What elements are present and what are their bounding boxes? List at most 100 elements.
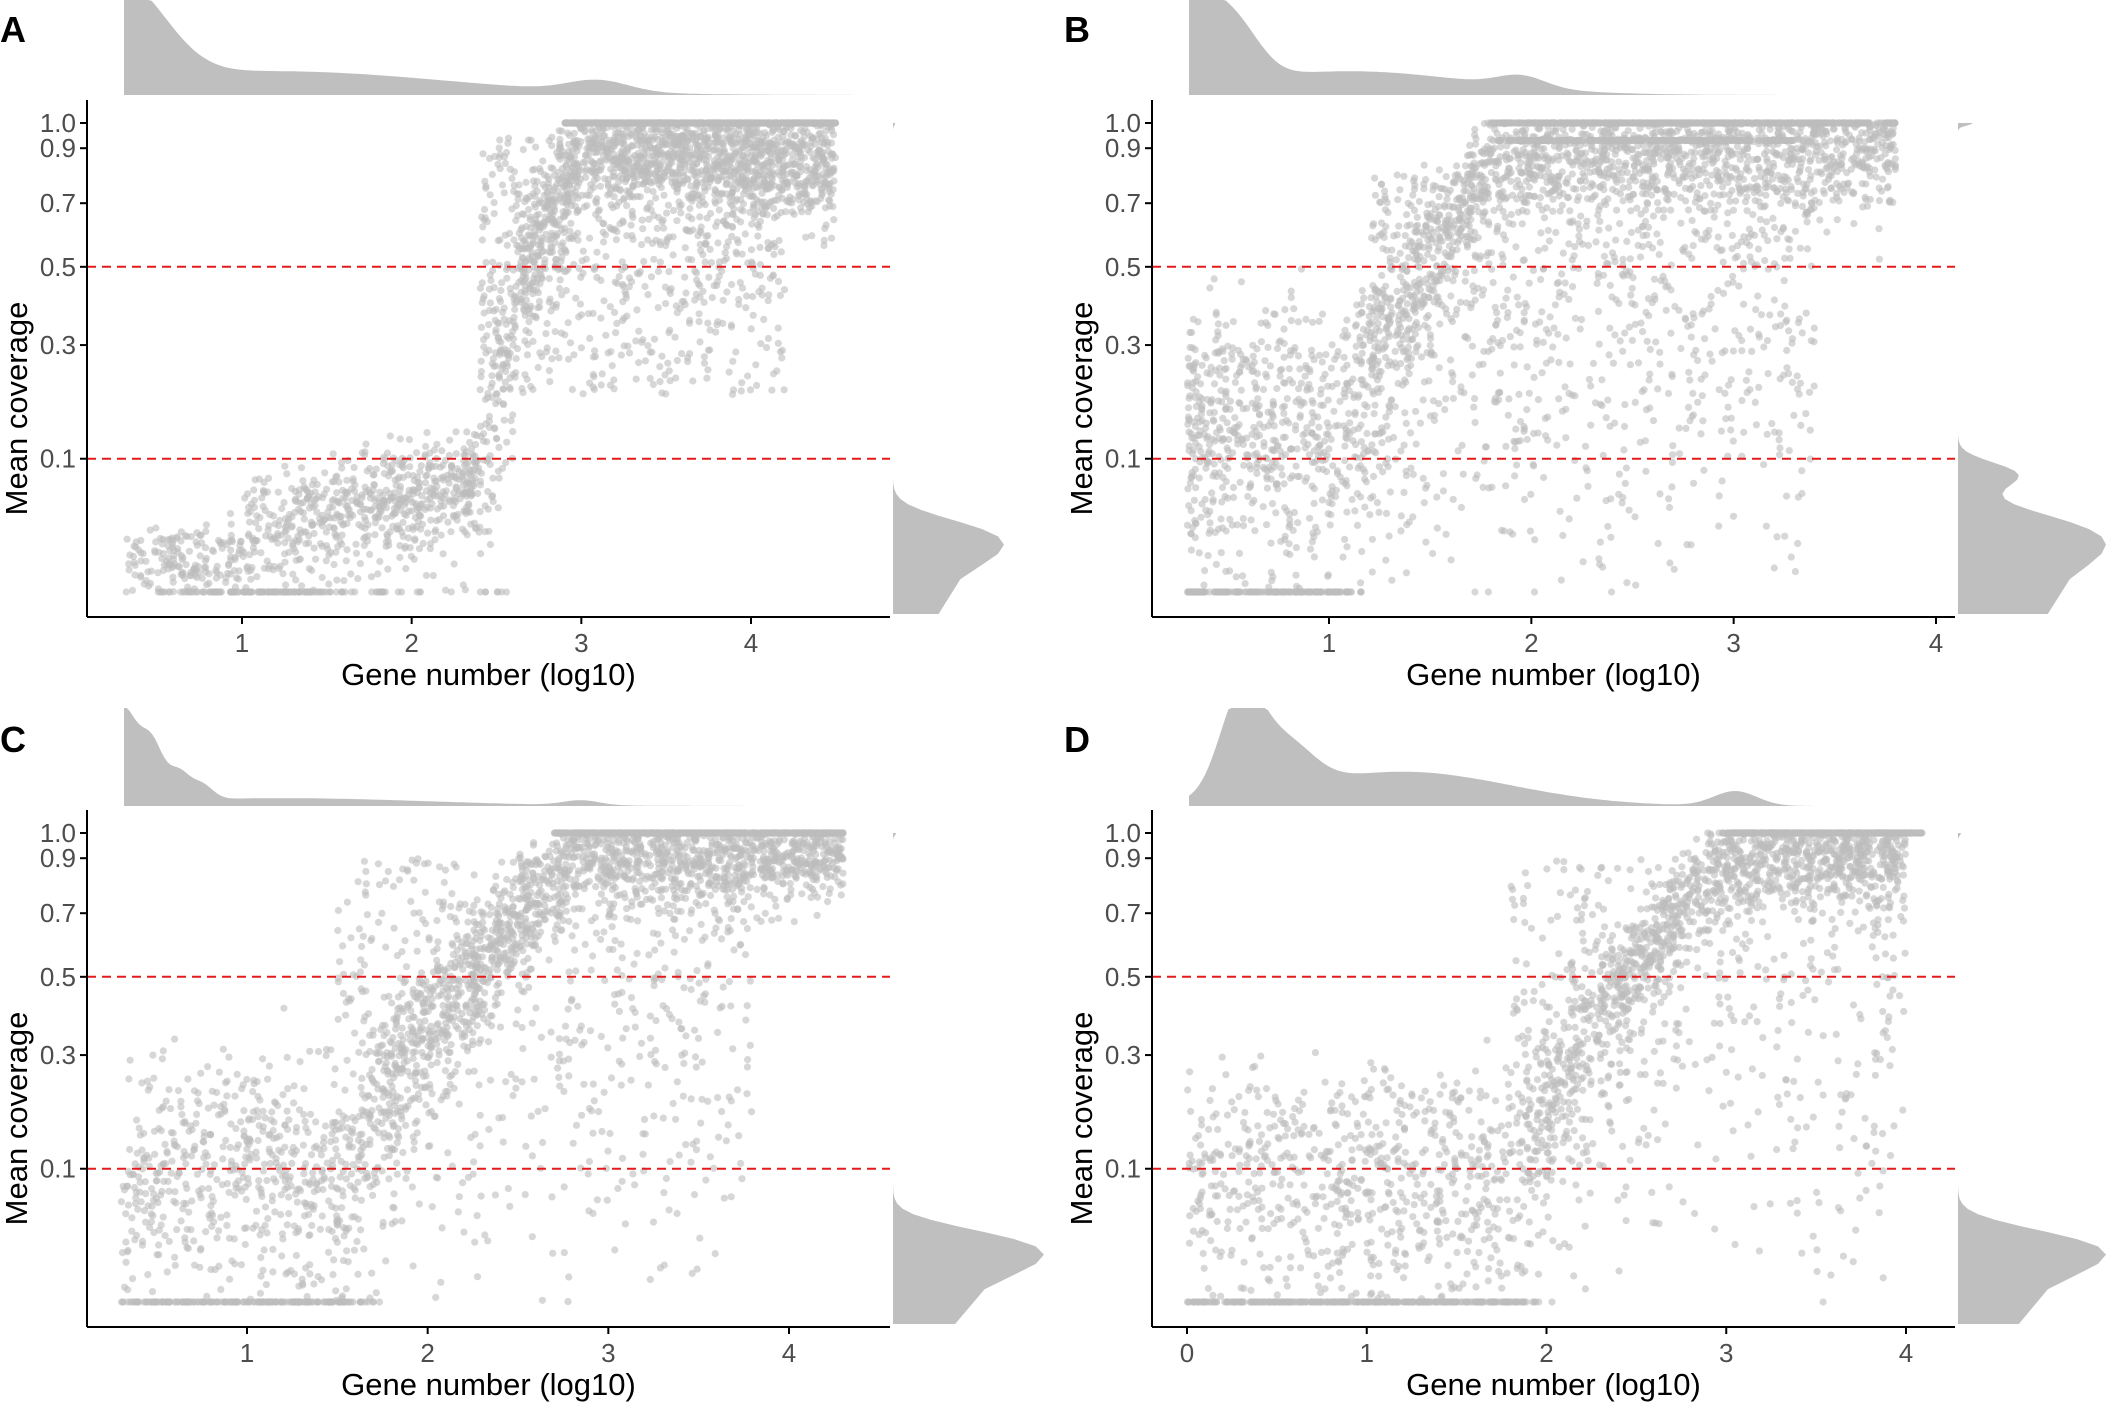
scatter-point bbox=[689, 155, 696, 162]
scatter-point bbox=[613, 236, 620, 243]
scatter-point bbox=[289, 571, 296, 578]
scatter-point bbox=[738, 379, 745, 386]
scatter-point bbox=[561, 331, 568, 338]
scatter-point bbox=[485, 321, 492, 328]
scatter-point bbox=[416, 588, 423, 595]
scatter-point bbox=[321, 469, 328, 476]
scatter-point bbox=[716, 206, 723, 213]
scatter-point bbox=[371, 531, 378, 538]
scatter-point bbox=[828, 235, 835, 242]
scatter-point bbox=[765, 335, 772, 342]
scatter-point bbox=[716, 149, 723, 156]
scatter-point bbox=[703, 240, 710, 247]
scatter-point bbox=[376, 558, 383, 565]
scatter-point bbox=[178, 528, 185, 535]
scatter-point bbox=[736, 136, 743, 143]
scatter-point bbox=[1237, 479, 1244, 486]
scatter-point bbox=[507, 285, 514, 292]
y-tick-label: 0.5 bbox=[40, 252, 76, 282]
scatter-point bbox=[662, 300, 669, 307]
scatter-point bbox=[544, 188, 551, 195]
scatter-point bbox=[407, 544, 414, 551]
scatter-point bbox=[384, 533, 391, 540]
scatter-point bbox=[707, 210, 714, 217]
scatter-point bbox=[166, 536, 173, 543]
scatter-point bbox=[534, 188, 541, 195]
scatter-point bbox=[1294, 445, 1301, 452]
scatter-point bbox=[137, 549, 144, 556]
scatter-point bbox=[366, 465, 373, 472]
scatter-point bbox=[266, 562, 273, 569]
scatter-point bbox=[184, 588, 191, 595]
scatter-point bbox=[628, 193, 635, 200]
scatter-point bbox=[391, 489, 398, 496]
scatter-point bbox=[301, 516, 308, 523]
scatter-point bbox=[549, 216, 556, 223]
scatter-point bbox=[599, 370, 606, 377]
scatter-point bbox=[501, 417, 508, 424]
scatter-point bbox=[733, 216, 740, 223]
scatter-point bbox=[817, 195, 824, 202]
scatter-point bbox=[280, 499, 287, 506]
scatter-point bbox=[590, 167, 597, 174]
scatter-point bbox=[682, 289, 689, 296]
scatter-point bbox=[591, 386, 598, 393]
scatter-point bbox=[452, 428, 459, 435]
scatter-point bbox=[655, 268, 662, 275]
scatter-point bbox=[257, 549, 264, 556]
scatter-point bbox=[1357, 579, 1364, 586]
scatter-point bbox=[572, 295, 579, 302]
scatter-point bbox=[311, 545, 318, 552]
scatter-point bbox=[411, 535, 418, 542]
scatter-point bbox=[779, 166, 786, 173]
scatter-point bbox=[129, 587, 136, 594]
scatter-point bbox=[625, 144, 632, 151]
scatter-point bbox=[775, 325, 782, 332]
scatter-point bbox=[532, 233, 539, 240]
scatter-point bbox=[1218, 549, 1225, 556]
scatter-point bbox=[487, 277, 494, 284]
scatter-point bbox=[485, 528, 492, 535]
scatter-point bbox=[496, 145, 503, 152]
scatter-point bbox=[769, 176, 776, 183]
scatter-point bbox=[500, 400, 507, 407]
scatter-point bbox=[692, 140, 699, 147]
scatter-point bbox=[272, 520, 279, 527]
scatter-point bbox=[680, 298, 687, 305]
scatter-point bbox=[1215, 320, 1222, 327]
scatter-point bbox=[672, 374, 679, 381]
scatter-point bbox=[491, 284, 498, 291]
scatter-point bbox=[685, 256, 692, 263]
scatter-point bbox=[325, 580, 332, 587]
scatter-point bbox=[728, 281, 735, 288]
scatter-point bbox=[1436, 166, 1443, 173]
scatter-point bbox=[822, 179, 829, 186]
scatter-point bbox=[607, 348, 614, 355]
scatter-point bbox=[775, 340, 782, 347]
x-tick-label: 4 bbox=[744, 628, 758, 658]
scatter-point bbox=[557, 144, 564, 151]
scatter-point bbox=[530, 220, 537, 227]
scatter-point bbox=[1242, 580, 1249, 587]
x-axis-title: Gene number (log10) bbox=[341, 657, 636, 692]
scatter-point bbox=[477, 478, 484, 485]
scatter-point bbox=[536, 349, 543, 356]
scatter-point bbox=[203, 555, 210, 562]
scatter-point bbox=[1667, 207, 1674, 214]
scatter-point bbox=[640, 258, 647, 265]
scatter-point bbox=[1346, 463, 1353, 470]
scatter-point bbox=[357, 560, 364, 567]
scatter-point bbox=[480, 336, 487, 343]
scatter-point bbox=[697, 247, 704, 254]
scatter-point bbox=[229, 588, 236, 595]
scatter-point bbox=[739, 160, 746, 167]
scatter-point bbox=[748, 246, 755, 253]
scatter-point bbox=[396, 542, 403, 549]
scatter-point bbox=[339, 588, 346, 595]
scatter-point bbox=[431, 446, 438, 453]
scatter-point bbox=[633, 376, 640, 383]
scatter-point bbox=[520, 146, 527, 153]
scatter-point bbox=[789, 151, 796, 158]
